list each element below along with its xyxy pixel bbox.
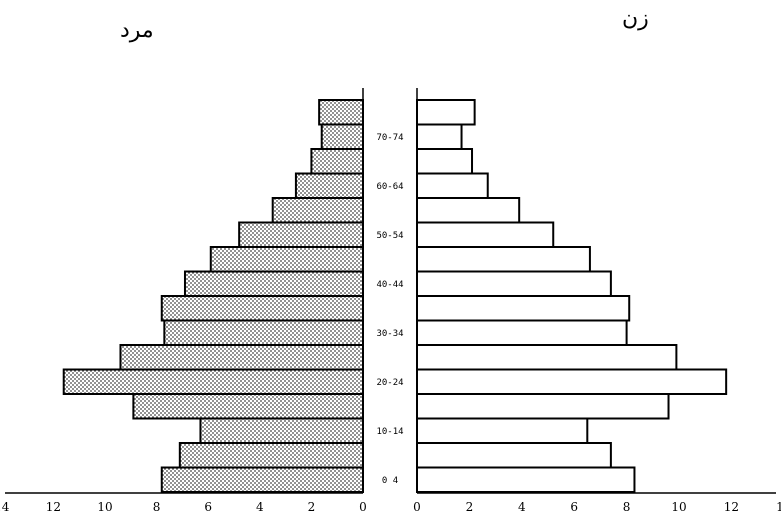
right-tick-10: 10 [671,500,686,514]
female-bar-25-29 [416,344,678,371]
right-tick-8: 8 [623,500,631,514]
age-group-labels: 0 4 10-14 20-24 30-34 40-44 50-54 60-64 70-74 [376,133,403,486]
left-tick-8: 8 [153,500,161,514]
age-label-20-24: 20-24 [376,378,403,388]
age-label-10-14: 10-14 [376,427,403,437]
female-bar-45-49 [416,246,591,273]
right-tick-2: 2 [466,500,474,514]
right-tick-14: 14 [776,500,781,514]
female-bar-10-14 [416,417,589,444]
axes: 14 12 10 8 6 4 2 0 0 2 4 6 8 10 12 14 [0,88,781,514]
female-bar-30-34 [416,319,628,346]
female-bar-40-44 [416,270,612,297]
female-bar-20-24 [416,368,728,395]
female-bar-70-74 [416,123,463,150]
right-tick-12: 12 [724,500,739,514]
male-bar-50-54 [238,221,364,248]
female-bar-50-54 [416,221,555,248]
age-label-30-34: 30-34 [376,329,403,339]
male-bar-70-74 [320,123,364,150]
male-bar-0-4 [160,466,364,493]
female-bar-0-4 [416,466,636,493]
male-bar-60-64 [294,172,365,199]
right-tick-0: 0 [413,500,421,514]
female-bar-60-64 [416,172,489,199]
male-bar-55-59 [271,197,365,224]
male-bar-25-29 [119,344,365,371]
male-bars [62,99,365,493]
right-tick-6: 6 [570,500,578,514]
male-bar-65-69 [310,148,364,175]
left-tick-2: 2 [308,500,316,514]
male-bar-5-9 [178,442,364,469]
female-bar-55-59 [416,197,521,224]
age-label-50-54: 50-54 [376,231,403,241]
left-tick-10: 10 [97,500,112,514]
male-bar-20-24 [62,368,364,395]
left-tick-4: 4 [256,500,264,514]
age-label-0-4: 0 4 [382,476,398,486]
left-tick-14: 14 [0,500,10,514]
right-tick-4: 4 [518,500,526,514]
male-bar-15-19 [132,393,364,420]
female-bars [416,99,728,493]
age-label-70-74: 70-74 [376,133,403,143]
female-bar-35-39 [416,295,631,322]
male-bar-10-14 [199,417,364,444]
male-bar-35-39 [160,295,364,322]
male-title: مرد [120,18,154,43]
female-title: زن [622,6,649,31]
age-label-60-64: 60-64 [376,182,403,192]
age-label-40-44: 40-44 [376,280,403,290]
left-tick-12: 12 [46,500,61,514]
female-bar-75+ [416,99,476,126]
male-bar-45-49 [209,246,364,273]
female-bar-15-19 [416,393,670,420]
male-bar-75+ [318,99,365,126]
left-tick-0: 0 [359,500,367,514]
left-tick-6: 6 [204,500,212,514]
male-bar-40-44 [183,270,364,297]
female-bar-65-69 [416,148,474,175]
female-bar-5-9 [416,442,612,469]
male-bar-30-34 [163,319,364,346]
